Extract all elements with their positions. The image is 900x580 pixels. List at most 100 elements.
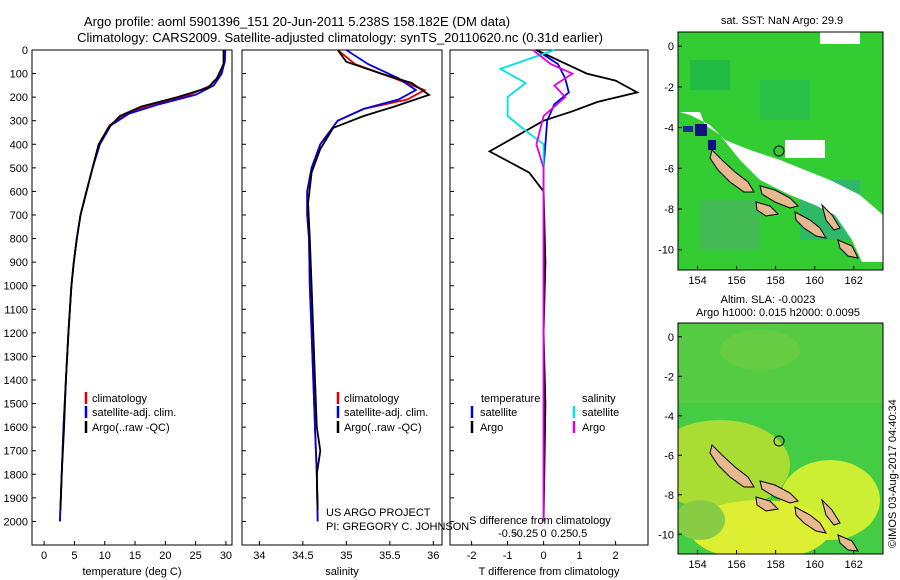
y-tick-label: 1500 <box>4 399 28 411</box>
x-tick-label: 34.5 <box>292 550 313 562</box>
sst-no-data <box>820 32 860 44</box>
map-x-tick-label: 156 <box>727 275 745 287</box>
map-x-tick-label: 154 <box>688 275 706 287</box>
sst-map: 154 156 158 160 162 0 -2 -4 -6 -8 -10 <box>658 31 884 287</box>
map-y-tick-label: -10 <box>658 529 674 541</box>
x-tick-label: 5 <box>71 550 77 562</box>
title-line1: Argo profile: aoml 5901396_151 20-Jun-20… <box>84 14 510 29</box>
legend-label-s-argo: Argo <box>582 422 605 434</box>
legend-label-climatology: climatology <box>344 393 400 405</box>
sst-map-ticks: 154 156 158 160 162 0 -2 -4 -6 -8 -10 <box>658 41 863 287</box>
salinity-legend: climatology satellite-adj. clim. Argo(..… <box>336 392 428 434</box>
legend-title-temperature: temperature <box>481 393 540 405</box>
sst-map-title: sat. SST: NaN Argo: 29.9 <box>721 15 843 27</box>
map-x-tick-label: 160 <box>805 275 823 287</box>
sla-blob <box>678 500 725 540</box>
difference-legend: temperature salinity satellite Argo sate… <box>470 393 619 434</box>
map-y-tick-label: -8 <box>664 204 674 216</box>
series-line-argo-raw-qc- <box>307 49 432 510</box>
x-tick-label: 10 <box>99 550 111 562</box>
x-tick-label: 2 <box>613 550 619 562</box>
y-tick-label: 1800 <box>4 469 28 481</box>
island <box>709 444 755 488</box>
sla-blob <box>720 330 800 370</box>
x-tick-label: 1 <box>577 550 583 562</box>
sst-no-data <box>680 112 883 262</box>
y-tick-label: 800 <box>10 234 28 246</box>
sla-blob <box>690 500 830 554</box>
x-tick-label: 34 <box>253 550 265 562</box>
island <box>837 534 859 552</box>
credit-pi: PI: GREGORY C. JOHNSON <box>326 521 469 533</box>
credit-project: US ARGO PROJECT <box>326 507 431 519</box>
x-tick-label: -1 <box>503 550 513 562</box>
legend-label-satellite: satellite-adj. clim. <box>344 407 428 419</box>
difference-xlabel: T difference from climatology <box>479 566 620 578</box>
map-y-tick-label: -10 <box>658 245 674 257</box>
map-y-tick-label: -2 <box>664 371 674 383</box>
x-tick-label: 0 <box>541 550 547 562</box>
sst-patch <box>760 80 810 120</box>
argo-position-marker <box>773 435 785 447</box>
sst-cold-pixel <box>695 124 707 136</box>
y-tick-label: 100 <box>10 69 28 81</box>
legend-label-argo: Argo(..raw -QC) <box>344 422 422 434</box>
map-y-tick-label: 0 <box>668 41 674 53</box>
x-tick-label: 35 <box>340 550 352 562</box>
y-tick-label: 1700 <box>4 446 28 458</box>
sst-patch <box>700 200 760 250</box>
x-tick-label: 20 <box>159 550 171 562</box>
temperature-legend: climatology satellite-adj. clim. Argo(..… <box>84 392 176 434</box>
imos-stamp: ©IMOS 03-Aug-2017 04:40:34 <box>887 399 899 548</box>
y-tick-label: 0 <box>22 45 28 57</box>
sla-map-subtitle: Argo h1000: 0.015 h2000: 0.0095 <box>696 307 860 319</box>
y-tick-label: 2000 <box>4 516 28 528</box>
map-y-tick-label: -8 <box>664 490 674 502</box>
y-tick-label: 1100 <box>4 304 28 316</box>
island <box>794 506 828 534</box>
s-tick-label: -0.25 <box>513 528 538 540</box>
y-tick-label: 500 <box>10 163 28 175</box>
y-tick-label: 1000 <box>4 281 28 293</box>
sla-map-frame <box>677 322 884 555</box>
legend-title-salinity: salinity <box>582 393 616 405</box>
x-tick-label: 25 <box>190 550 202 562</box>
map-x-tick-label: 158 <box>766 559 784 571</box>
y-tick-label: 1200 <box>4 328 28 340</box>
difference-xlabel-top: S difference from climatology <box>469 515 611 527</box>
x-tick-label: 0 <box>41 550 47 562</box>
s-tick-label: 0.25 <box>551 528 572 540</box>
island <box>759 185 799 209</box>
y-tick-label: 1300 <box>4 351 28 363</box>
sst-patch <box>690 60 730 90</box>
x-tick-label: 36 <box>427 550 439 562</box>
island <box>759 480 799 504</box>
y-tick-label: 700 <box>10 210 28 222</box>
island <box>837 239 859 259</box>
sst-map-frame <box>677 31 884 271</box>
sla-map-title: Altim. SLA: -0.0023 <box>721 294 816 306</box>
series-line-argo-raw-qc- <box>59 50 225 510</box>
legend-label-s-satellite: satellite <box>582 407 619 419</box>
sst-cold-pixel <box>708 140 716 150</box>
argo-position-marker <box>773 145 785 157</box>
map-x-tick-label: 162 <box>845 275 863 287</box>
island <box>755 201 780 217</box>
legend-label-satellite: satellite-adj. clim. <box>92 407 176 419</box>
y-tick-label: 1900 <box>4 493 28 505</box>
y-tick-label: 200 <box>10 92 28 104</box>
island <box>709 149 755 193</box>
s-tick-label: 0 <box>541 528 547 540</box>
sst-no-data <box>785 140 825 158</box>
difference-panel <box>449 49 649 546</box>
salinity-xlabel: salinity <box>325 566 359 578</box>
map-y-tick-label: -6 <box>664 163 674 175</box>
profile-plots: 0100200300400500600700800900100011001200… <box>4 45 640 562</box>
series-line-satellite-adj-clim- <box>306 49 418 522</box>
map-y-tick-label: -6 <box>664 450 674 462</box>
title-line2: Climatology: CARS2009. Satellite-adjuste… <box>77 30 603 45</box>
y-tick-label: 1600 <box>4 422 28 434</box>
map-y-tick-label: 0 <box>668 332 674 344</box>
legend-label-t-satellite: satellite <box>480 407 517 419</box>
